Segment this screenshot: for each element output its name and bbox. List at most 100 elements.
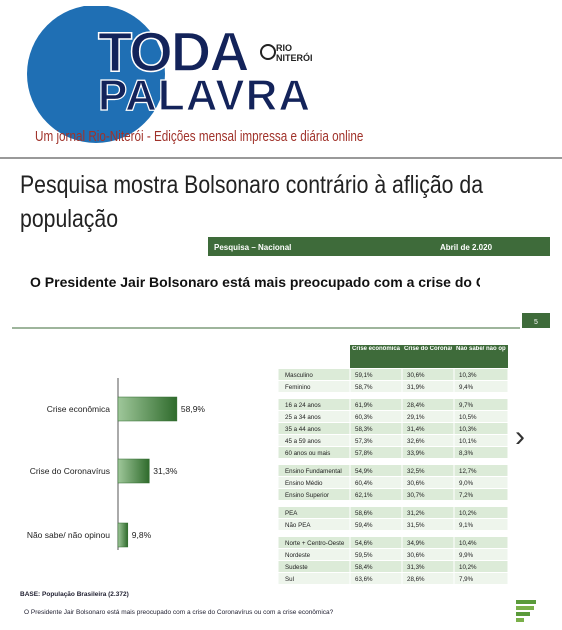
cell-text: 59,5% (355, 552, 373, 559)
cell (454, 369, 508, 380)
cell-text: 33,9% (407, 450, 425, 457)
cell-text: 9,4% (459, 384, 474, 391)
cell-text: 10,3% (459, 426, 477, 433)
logo-circle (27, 6, 165, 143)
cell-text: 32,5% (407, 468, 425, 475)
cell-text: 9,7% (459, 402, 474, 409)
cell (350, 573, 402, 584)
cell (350, 435, 402, 446)
bar (117, 396, 178, 422)
cell-text: Masculino (285, 372, 313, 379)
cell (454, 489, 508, 500)
cell-text: 59,1% (355, 372, 373, 379)
article-title: Pesquisa mostra Bolsonaro contrário à af… (20, 171, 484, 233)
cell (278, 369, 350, 380)
cell (402, 399, 454, 410)
section-bar (208, 237, 550, 256)
page-number: 5 (534, 319, 538, 326)
bar (117, 458, 150, 484)
cell (350, 477, 402, 488)
cell-text: 31,9% (407, 384, 425, 391)
slide-logo (516, 600, 536, 622)
cell (454, 435, 508, 446)
next-arrow[interactable]: › (515, 420, 525, 453)
bar (117, 522, 129, 548)
cell-text: 31,2% (407, 510, 425, 517)
cell-text: 57,8% (355, 450, 373, 457)
cell-text: 10,3% (459, 372, 477, 379)
cell (278, 381, 350, 392)
cell-text: 58,7% (355, 384, 373, 391)
column-header: Não sabe/ não opinou (456, 346, 506, 352)
bar-label: Crise econômica (47, 404, 111, 414)
date: Abril de 2.020 (440, 243, 493, 252)
cell (350, 549, 402, 560)
logo-top: TODA (98, 20, 248, 83)
cell-text: Feminino (285, 384, 311, 391)
cell-text: Sul (285, 576, 294, 583)
cell (402, 573, 454, 584)
cell (278, 489, 350, 500)
cell-text: 28,4% (407, 402, 425, 409)
cell (278, 435, 350, 446)
cell (350, 519, 402, 530)
bar-chart: Crise econômica 58,9% Crise do Coronavírus… (27, 396, 206, 548)
cell-text: Não PEA (285, 522, 311, 529)
cell (402, 507, 454, 518)
cell (402, 465, 454, 476)
cell (402, 489, 454, 500)
cell (454, 507, 508, 518)
cell-text: 30,6% (407, 552, 425, 559)
cell (350, 465, 402, 476)
cell-text: 12,7% (459, 468, 477, 475)
cell-text: Ensino Superior (285, 492, 329, 499)
cell-text: 58,4% (355, 564, 373, 571)
bar-label: Crise do Coronavírus (30, 466, 110, 476)
cell-text: 9,9% (459, 552, 474, 559)
cell-text: 16 a 24 anos (285, 402, 321, 409)
badge-icon (260, 44, 276, 60)
cell-text: 9,0% (459, 480, 474, 487)
cell (350, 561, 402, 572)
cell-text: 34,9% (407, 540, 425, 547)
cell-text: 32,6% (407, 438, 425, 445)
cell (278, 411, 350, 422)
cell (402, 549, 454, 560)
cell-text: 31,4% (407, 426, 425, 433)
column-header: Crise do Coronavírus (404, 346, 452, 352)
cell (350, 399, 402, 410)
cell-text: 9,1% (459, 522, 474, 529)
cell (278, 447, 350, 458)
cell-text: 28,6% (407, 576, 425, 583)
cell (278, 519, 350, 530)
logo-bottom: PALAVRA (98, 71, 311, 120)
table-header (350, 345, 508, 368)
cell (350, 447, 402, 458)
tagline: Um jornal Rio-Niterói - Edições mensal i… (35, 128, 364, 145)
cell-text: 10,2% (459, 510, 477, 517)
cell-text: 57,3% (355, 438, 373, 445)
section: Pesquisa – Nacional (214, 243, 291, 252)
cell (402, 561, 454, 572)
cell (402, 411, 454, 422)
cell-text: 60 anos ou mais (285, 450, 330, 457)
value-label: 58,9% (181, 404, 206, 414)
cell-text: 31,3% (407, 564, 425, 571)
cell-text: 29,1% (407, 414, 425, 421)
column-header-box: Crise econômica (352, 346, 400, 352)
column-header-box: Não sabe/ não opinou (456, 346, 506, 352)
cell (454, 519, 508, 530)
cell-text: Norte + Centro-Oeste (285, 540, 345, 547)
cell (402, 381, 454, 392)
cell (402, 477, 454, 488)
cell (278, 549, 350, 560)
cell (350, 411, 402, 422)
cell-text: Nordeste (285, 552, 311, 559)
page-box (522, 313, 550, 328)
cell-text: 30,6% (407, 372, 425, 379)
cell-text: 31,5% (407, 522, 425, 529)
question: O Presidente Jair Bolsonaro está mais pr… (30, 274, 480, 290)
cell-text: 7,2% (459, 492, 474, 499)
